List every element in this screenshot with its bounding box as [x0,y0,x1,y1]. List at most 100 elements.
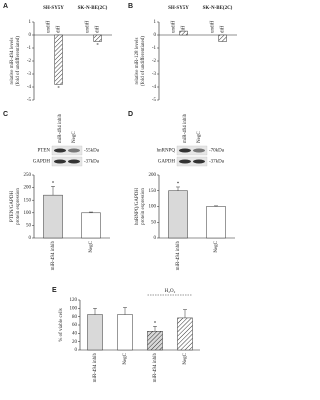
y-tick-label: 0 [29,33,32,38]
x-tick-label: miR-494 inhib [176,241,181,271]
blot-band [68,148,80,153]
y-tick-label: -4 [152,85,157,90]
y-tick-label: -1 [27,46,32,51]
y-tick-label: -1 [152,46,157,51]
y-axis-label: (fold of undifferentiated) [16,36,21,86]
y-axis-label: protein expression [16,188,21,225]
y-tick-label: 0 [75,348,78,353]
panel-label: C [3,111,8,118]
series-label: diff [96,26,101,33]
lane-label: NegC [72,131,77,143]
bar [168,190,188,239]
x-tick-label: NegC [214,240,219,252]
lane-label: miR-494 inhib [183,113,188,143]
y-tick-label: 100 [70,306,78,311]
y-axis-label: (fold of undifferentiated) [141,36,146,86]
bar [87,314,103,351]
y-tick-label: -4 [27,85,32,90]
category-label: SH-SY5Y [168,6,189,11]
x-tick-label: miR-494 inhib [93,353,98,383]
y-tick-label: 40 [72,331,78,336]
blot-band [179,148,191,153]
bar [177,317,193,351]
blot-size-label: -37kDa [209,160,225,165]
bar [218,34,227,42]
bar [43,194,63,239]
y-tick-label: -3 [27,72,32,77]
x-tick-label: NegC [123,352,128,364]
panel-label: E [52,287,57,294]
blot-row-label: hnRNPQ [157,149,176,154]
y-tick-label: -3 [152,72,157,77]
blot-size-label: -37kDa [84,160,100,165]
blot-band [193,148,205,153]
significance: * [154,321,157,326]
lane-label: NegC [197,131,202,143]
y-tick-label: 80 [72,315,78,320]
blot-row-label: GAPDH [158,160,176,165]
blot-row-label: GAPDH [33,160,51,165]
blot-size-label: -55kDa [84,149,100,154]
bar [93,34,102,42]
series-label: undiff [211,21,216,33]
x-tick-label: miR-494 inhib [51,241,56,271]
significance: * [96,44,99,49]
y-tick-label: -5 [27,98,32,103]
annotation: H₂O₂ [165,289,176,294]
y-tick-label: 1 [154,20,157,25]
blot-band [68,159,80,164]
blot-band [193,159,205,164]
y-tick-label: 50 [26,224,32,229]
y-tick-label: 0 [154,33,157,38]
y-tick-label: 20 [72,340,78,345]
series-label: undiff [86,21,91,33]
y-axis-label: relative miR-128 levels [135,37,140,84]
y-tick-label: 100 [24,211,32,216]
blot-strip [176,145,208,156]
y-tick-label: 120 [70,298,78,303]
blot-band [54,148,66,153]
x-tick-label: miR-494 inhib [153,353,158,383]
y-tick-label: -5 [152,98,157,103]
series-label: undiff [172,21,177,33]
y-tick-label: 50 [151,220,157,225]
panel-label: D [128,111,133,118]
y-tick-label: 0 [29,236,32,241]
bar [117,314,133,351]
y-tick-label: 200 [24,186,32,191]
significance: * [57,87,60,92]
bar [147,331,163,351]
x-tick-label: NegC [89,240,94,252]
y-tick-label: 1 [29,20,32,25]
blot-strip [176,156,208,167]
blot-size-label: -70kDa [209,149,225,154]
series-label: undiff [47,21,52,33]
y-tick-label: 150 [149,189,157,194]
bar [54,34,63,85]
y-axis-label: PTEN/GAPDH [10,191,15,223]
y-tick-label: 250 [24,173,32,178]
bar [81,212,101,239]
panel-label: A [3,3,8,10]
significance: * [52,181,55,186]
blot-strip [51,156,83,167]
y-axis-label: hnRNPQ/GAPDH [135,188,140,225]
x-tick-label: NegC [183,352,188,364]
y-axis-label: protein expression [141,188,146,225]
category-label: SK-N-BE(2C) [203,6,233,11]
panel-label: B [128,3,133,10]
y-tick-label: 200 [149,173,157,178]
blot-band [54,159,66,164]
category-label: SK-N-BE(2C) [78,6,108,11]
y-tick-label: 60 [72,323,78,328]
y-axis-label: relative miR-494 levels [10,37,15,84]
series-label: diff [221,26,226,33]
blot-row-label: PTEN [38,149,51,154]
series-label: diff [57,26,62,33]
blot-band [179,159,191,164]
bar [179,30,188,36]
lane-label: miR-494 inhib [58,113,63,143]
significance: * [177,182,180,187]
category-label: SH-SY5Y [43,6,64,11]
